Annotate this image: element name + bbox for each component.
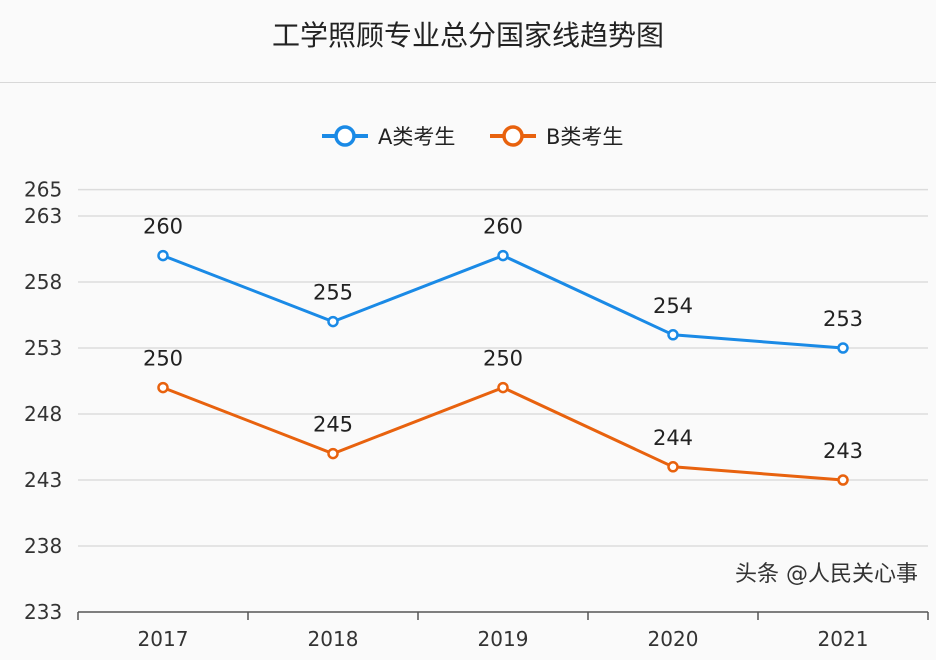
data-label: 244: [653, 426, 693, 450]
data-point: [837, 474, 849, 486]
x-tick-label: 2020: [648, 627, 699, 651]
series-line: [162, 385, 844, 482]
x-tick-label: 2018: [308, 627, 359, 651]
data-label: 250: [143, 347, 183, 371]
series-line: [162, 253, 844, 350]
data-point: [157, 249, 169, 262]
data-label: 254: [653, 294, 693, 318]
y-tick-label: 238: [24, 534, 62, 558]
data-point: [157, 381, 169, 394]
y-tick-label: 258: [24, 270, 62, 294]
data-label: 260: [483, 215, 523, 239]
data-point: [837, 342, 849, 354]
data-point: [327, 315, 339, 328]
y-tick-label: 253: [24, 336, 62, 360]
data-point: [667, 461, 679, 473]
data-label: 250: [483, 347, 523, 371]
y-tick-label: 248: [24, 402, 62, 426]
watermark: 头条 @人民关心事: [735, 562, 918, 587]
title-divider: [0, 82, 936, 83]
legend-marker-icon: [502, 125, 524, 147]
legend-marker-icon: [334, 125, 356, 147]
data-label: 260: [143, 215, 183, 239]
data-label: 253: [823, 307, 863, 331]
legend-label: A类考生: [378, 125, 455, 149]
data-point: [327, 447, 339, 460]
x-tick-label: 2019: [478, 627, 529, 651]
data-point: [497, 249, 509, 262]
data-label: 243: [823, 439, 863, 463]
y-tick-label: 265: [24, 178, 62, 202]
chart-title: 工学照顾专业总分国家线趋势图: [271, 19, 664, 52]
x-tick-label: 2021: [818, 627, 869, 651]
data-point: [497, 381, 509, 394]
x-tick-label: 2017: [138, 627, 189, 651]
y-tick-label: 233: [24, 600, 62, 624]
legend-label: B类考生: [546, 125, 623, 149]
data-point: [667, 329, 679, 341]
data-label: 245: [313, 413, 353, 437]
data-label: 255: [313, 281, 353, 305]
y-tick-label: 243: [24, 468, 62, 492]
y-tick-label: 263: [24, 204, 62, 228]
